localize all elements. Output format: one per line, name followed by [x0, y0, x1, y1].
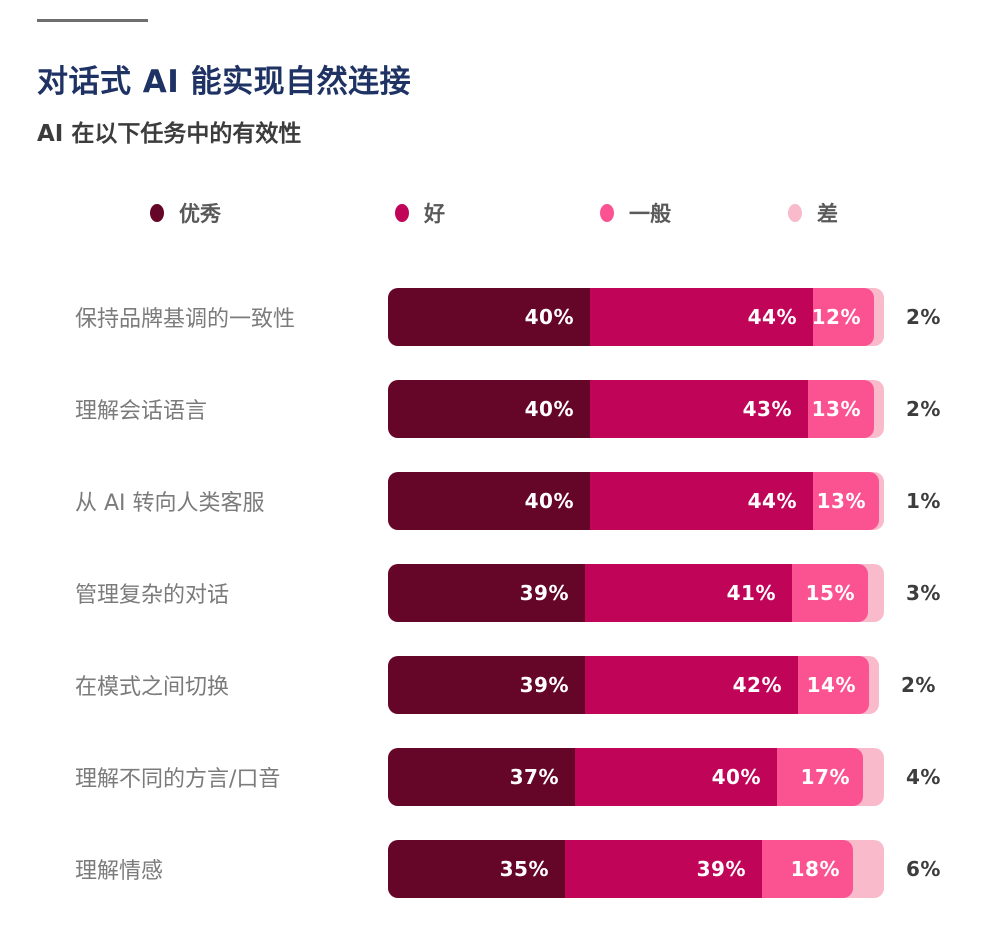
segment-value: 14% — [806, 673, 856, 697]
chart-row: 管理复杂的对话 39% 41% 15% 3% — [0, 564, 1000, 622]
segment-value: 40% — [524, 489, 574, 513]
category-label: 从 AI 转向人类客服 — [75, 491, 265, 516]
segment-value: 39% — [519, 581, 569, 605]
bar-segment-excellent: 39% — [388, 656, 585, 714]
stacked-bar: 35% 39% 18% — [388, 840, 884, 898]
segment-value: 41% — [726, 581, 776, 605]
poor-value-label: 2% — [906, 305, 941, 329]
stacked-bar: 39% 41% 15% — [388, 564, 884, 622]
segment-value: 13% — [811, 397, 861, 421]
page-title: 对话式 AI 能实现自然连接 — [37, 64, 412, 100]
category-label: 在模式之间切换 — [75, 675, 230, 700]
legend-item-poor: 差 — [788, 198, 838, 228]
segment-value: 42% — [732, 673, 782, 697]
chart-row: 理解情感 35% 39% 18% 6% — [0, 840, 1000, 898]
segment-value: 40% — [711, 765, 761, 789]
chart-row: 从 AI 转向人类客服 40% 44% 13% 1% — [0, 472, 1000, 530]
segment-value: 40% — [524, 397, 574, 421]
segment-value: 40% — [524, 305, 574, 329]
bar-segment-fair: 13% — [808, 380, 874, 438]
poor-value-label: 3% — [906, 581, 941, 605]
chart-row: 理解会话语言 40% 43% 13% 2% — [0, 380, 1000, 438]
category-label: 保持品牌基调的一致性 — [75, 307, 296, 332]
legend-label: 一般 — [629, 202, 671, 226]
poor-value-label: 1% — [906, 489, 941, 513]
legend-label: 好 — [424, 202, 445, 226]
accent-dash — [37, 19, 148, 22]
bar-segment-good: 39% — [565, 840, 762, 898]
legend-item-good: 好 — [395, 198, 445, 228]
category-label: 理解情感 — [75, 859, 164, 884]
bar-segment-excellent: 39% — [388, 564, 585, 622]
segment-value: 39% — [696, 857, 746, 881]
bar-segment-good: 43% — [590, 380, 808, 438]
segment-value: 18% — [790, 857, 840, 881]
bar-segment-excellent: 35% — [388, 840, 565, 898]
legend-dot-excellent-icon — [150, 204, 164, 222]
poor-value-label: 4% — [906, 765, 941, 789]
bar-segment-fair: 14% — [798, 656, 869, 714]
legend-item-fair: 一般 — [600, 198, 671, 228]
bar-segment-good: 42% — [585, 656, 798, 714]
segment-value: 17% — [800, 765, 850, 789]
legend-dot-good-icon — [395, 204, 409, 222]
stacked-bar: 40% 44% 12% — [388, 288, 884, 346]
stacked-bar: 40% 43% 13% — [388, 380, 884, 438]
segment-value: 37% — [509, 765, 559, 789]
legend-label: 优秀 — [179, 202, 221, 226]
bar-segment-fair: 15% — [792, 564, 868, 622]
segment-value: 44% — [747, 489, 797, 513]
bar-segment-fair: 13% — [813, 472, 879, 530]
chart-row: 保持品牌基调的一致性 40% 44% 12% 2% — [0, 288, 1000, 346]
bar-segment-excellent: 40% — [388, 380, 590, 438]
segment-value: 13% — [816, 489, 866, 513]
segment-value: 12% — [811, 305, 861, 329]
chart-row: 在模式之间切换 39% 42% 14% 2% — [0, 656, 1000, 714]
legend-label: 差 — [817, 202, 838, 226]
segment-value: 39% — [519, 673, 569, 697]
poor-value-label: 2% — [906, 397, 941, 421]
stacked-bar: 37% 40% 17% — [388, 748, 884, 806]
legend: 优秀 好 一般 差 — [0, 198, 1000, 228]
bar-segment-fair: 17% — [777, 748, 863, 806]
legend-dot-poor-icon — [788, 204, 802, 222]
bar-segment-excellent: 40% — [388, 288, 590, 346]
chart-subtitle: AI 在以下任务中的有效性 — [37, 121, 302, 147]
bar-segment-good: 41% — [585, 564, 792, 622]
stacked-bar: 39% 42% 14% — [388, 656, 879, 714]
stacked-bar-chart: 保持品牌基调的一致性 40% 44% 12% 2% 理解会话语言 40% 43%… — [0, 288, 1000, 932]
bar-segment-good: 44% — [590, 288, 813, 346]
poor-value-label: 6% — [906, 857, 941, 881]
legend-item-excellent: 优秀 — [150, 198, 221, 228]
category-label: 理解不同的方言/口音 — [75, 767, 281, 792]
bar-segment-good: 44% — [590, 472, 813, 530]
legend-dot-fair-icon — [600, 204, 614, 222]
segment-value: 15% — [805, 581, 855, 605]
chart-row: 理解不同的方言/口音 37% 40% 17% 4% — [0, 748, 1000, 806]
stacked-bar: 40% 44% 13% — [388, 472, 884, 530]
segment-value: 35% — [499, 857, 549, 881]
bar-segment-fair: 18% — [762, 840, 853, 898]
bar-segment-good: 40% — [575, 748, 777, 806]
segment-value: 43% — [742, 397, 792, 421]
bar-segment-excellent: 37% — [388, 748, 575, 806]
bar-segment-fair: 12% — [811, 288, 874, 346]
bar-segment-excellent: 40% — [388, 472, 590, 530]
category-label: 管理复杂的对话 — [75, 583, 230, 608]
poor-value-label: 2% — [901, 673, 936, 697]
segment-value: 44% — [747, 305, 797, 329]
category-label: 理解会话语言 — [75, 399, 208, 424]
